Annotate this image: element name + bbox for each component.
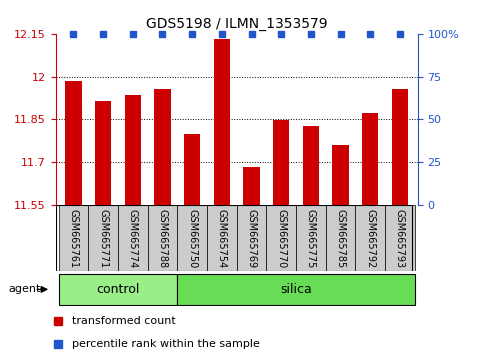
Bar bbox=[243, 167, 260, 205]
Bar bbox=[392, 90, 408, 205]
Bar bbox=[362, 113, 379, 205]
Bar bbox=[58, 205, 88, 271]
Text: control: control bbox=[96, 283, 140, 296]
Text: GSM665770: GSM665770 bbox=[276, 209, 286, 268]
Bar bbox=[266, 205, 296, 271]
Bar bbox=[273, 120, 289, 205]
Bar bbox=[154, 90, 170, 205]
Bar bbox=[332, 145, 349, 205]
Bar bbox=[58, 274, 177, 304]
Bar bbox=[177, 274, 415, 304]
Bar bbox=[355, 205, 385, 271]
Title: GDS5198 / ILMN_1353579: GDS5198 / ILMN_1353579 bbox=[146, 17, 327, 31]
Bar bbox=[296, 205, 326, 271]
Bar bbox=[237, 205, 266, 271]
Bar bbox=[177, 205, 207, 271]
Bar bbox=[326, 205, 355, 271]
Bar bbox=[207, 205, 237, 271]
Bar bbox=[88, 205, 118, 271]
Bar bbox=[118, 205, 148, 271]
Text: agent: agent bbox=[8, 284, 41, 294]
Text: silica: silica bbox=[280, 283, 312, 296]
Text: transformed count: transformed count bbox=[72, 316, 176, 326]
Bar bbox=[95, 101, 111, 205]
Bar bbox=[184, 134, 200, 205]
Text: GSM665761: GSM665761 bbox=[69, 209, 78, 268]
Text: GSM665793: GSM665793 bbox=[395, 209, 405, 268]
Bar bbox=[148, 205, 177, 271]
Text: GSM665792: GSM665792 bbox=[365, 209, 375, 268]
Bar bbox=[385, 205, 415, 271]
Text: GSM665754: GSM665754 bbox=[217, 209, 227, 268]
Text: percentile rank within the sample: percentile rank within the sample bbox=[72, 339, 260, 349]
Text: GSM665771: GSM665771 bbox=[98, 209, 108, 268]
Bar bbox=[213, 39, 230, 205]
Text: GSM665785: GSM665785 bbox=[336, 209, 346, 268]
Text: GSM665788: GSM665788 bbox=[157, 209, 168, 268]
Bar bbox=[65, 81, 82, 205]
Bar bbox=[303, 126, 319, 205]
Bar bbox=[125, 95, 141, 205]
Text: GSM665769: GSM665769 bbox=[246, 209, 256, 268]
Text: GSM665750: GSM665750 bbox=[187, 209, 197, 268]
Text: GSM665774: GSM665774 bbox=[128, 209, 138, 268]
Text: GSM665775: GSM665775 bbox=[306, 209, 316, 268]
